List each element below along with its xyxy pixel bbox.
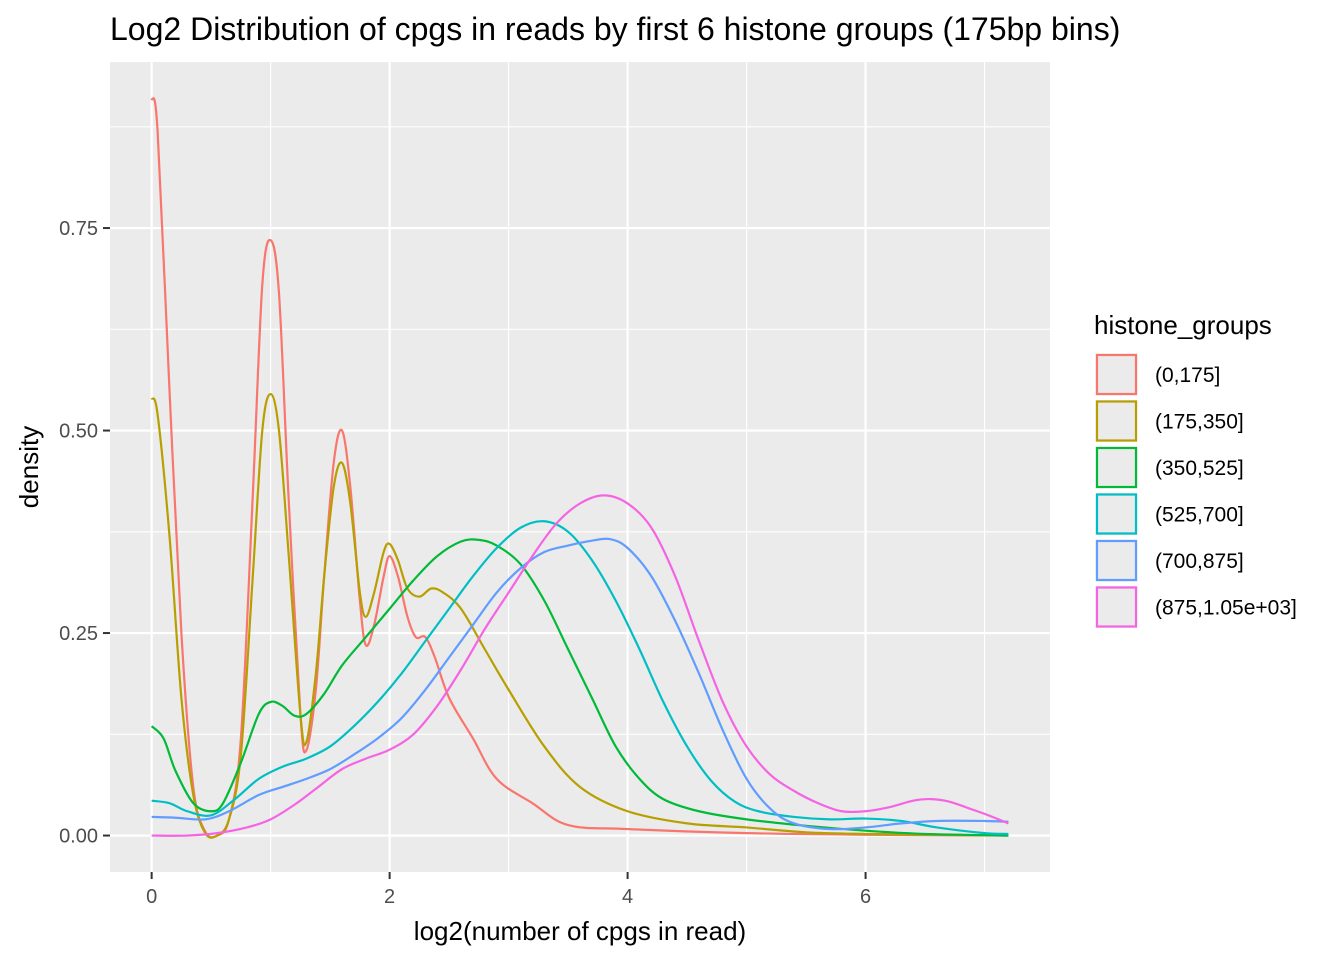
series-line-2: [150, 538, 1009, 837]
legend-label-0: (0,175]: [1155, 364, 1220, 387]
y-tick-label-3: 0.75: [59, 218, 98, 240]
x-tick-label-0: 0: [146, 886, 157, 908]
legend-key-bg-0: [1094, 352, 1139, 397]
legend-label-3: (525,700]: [1155, 504, 1244, 527]
legend-key-bg-2: [1094, 445, 1139, 490]
chart-title: Log2 Distribution of cpgs in reads by fi…: [110, 11, 1120, 47]
legend-key-bg-1: [1094, 399, 1139, 443]
y-axis: 0.00 0.25 0.50 0.75: [59, 218, 110, 848]
x-tick-label-3: 6: [860, 886, 871, 908]
legend-key-3: [1095, 493, 1138, 535]
series-line-5: [151, 494, 1009, 837]
legend-label-1: (175,350]: [1155, 411, 1244, 434]
x-tick-label-2: 4: [622, 886, 633, 908]
y-tick-label-1: 0.25: [59, 623, 98, 645]
y-tick-label-0: 0.00: [59, 826, 98, 848]
y-tick-label-2: 0.50: [59, 421, 98, 443]
x-axis-title: log2(number of cpgs in read): [414, 916, 746, 946]
legend-title: histone_groups: [1094, 310, 1272, 340]
series-line-4: [151, 537, 1009, 831]
legend-label-4: (700,875]: [1155, 550, 1244, 573]
minor-gridlines: [110, 62, 1050, 872]
legend: histone_groups (0,175] (175,350] (350,525]…: [1094, 310, 1297, 629]
legend-key-bg-5: [1094, 585, 1139, 629]
legend-key-5: [1095, 586, 1138, 628]
legend-key-2: [1095, 446, 1138, 489]
x-axis: 0 2 4 6: [146, 872, 871, 908]
legend-key-4: [1095, 539, 1138, 582]
series-line-3: [151, 520, 1009, 836]
legend-key-bg-3: [1094, 492, 1139, 536]
plot-panel: [110, 62, 1050, 872]
legend-label-5: (875,1.05e+03]: [1155, 597, 1297, 620]
legend-key-1: [1095, 400, 1138, 442]
legend-key-0: [1095, 353, 1138, 396]
legend-items: (0,175] (175,350] (350,525] (525,700] (700,8…: [1094, 352, 1297, 629]
y-axis-title: density: [14, 426, 44, 508]
legend-key-bg-4: [1094, 538, 1139, 583]
legend-label-2: (350,525]: [1155, 457, 1244, 480]
series-lines: [150, 97, 1009, 839]
x-tick-label-1: 2: [384, 886, 395, 908]
